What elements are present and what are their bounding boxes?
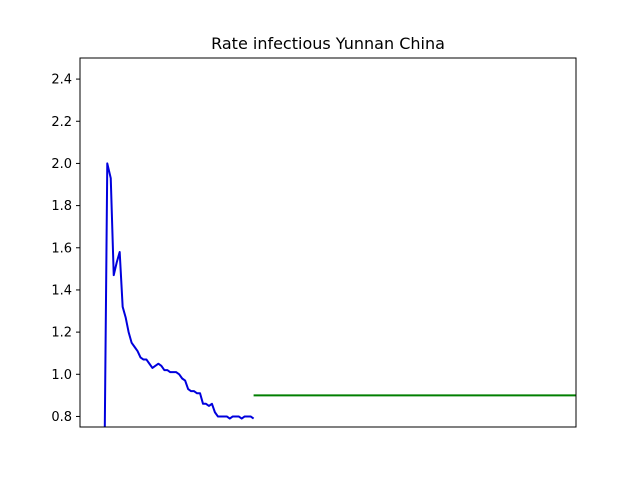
y-tick-label: 2.2	[51, 115, 72, 130]
y-tick-label: 2.4	[51, 73, 72, 88]
y-tick-label: 1.6	[51, 241, 72, 256]
y-axis: 0.8 1.0 1.2 1.4 1.6 1.8 2.0 2.2 2.4	[51, 73, 80, 425]
y-tick-label: 1.4	[51, 283, 72, 298]
y-tick-label: 1.8	[51, 199, 72, 214]
chart-title: Rate infectious Yunnan China	[211, 34, 445, 53]
plot-frame	[79, 57, 577, 428]
y-tick-label: 0.8	[51, 410, 72, 425]
y-tick-label: 1.0	[51, 368, 72, 383]
y-tick-label: 1.2	[51, 326, 72, 341]
y-tick-label: 2.0	[51, 157, 72, 172]
series-line-1	[103, 162, 255, 427]
series-layer	[103, 162, 576, 427]
